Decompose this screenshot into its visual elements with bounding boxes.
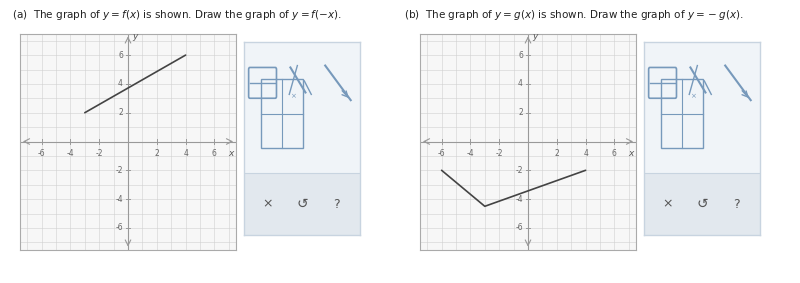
Text: 2: 2	[554, 149, 559, 158]
Text: ?: ?	[734, 198, 740, 211]
Text: ×: ×	[690, 93, 696, 99]
Text: -2: -2	[515, 166, 523, 175]
FancyBboxPatch shape	[644, 173, 760, 235]
Text: $\times$: $\times$	[662, 198, 673, 211]
Text: 2: 2	[118, 108, 123, 117]
Text: 6: 6	[118, 51, 123, 60]
Text: $\circlearrowleft$: $\circlearrowleft$	[694, 197, 710, 211]
Text: -6: -6	[38, 149, 46, 158]
Text: 4: 4	[518, 80, 523, 88]
Text: 2: 2	[518, 108, 523, 117]
Text: 6: 6	[612, 149, 617, 158]
Text: -6: -6	[515, 223, 523, 232]
Text: ?: ?	[334, 198, 340, 211]
Text: (b)  The graph of $y=g(x)$ is shown. Draw the graph of $y=-g(x)$.: (b) The graph of $y=g(x)$ is shown. Draw…	[404, 8, 744, 22]
Bar	[662, 79, 703, 148]
Text: -4: -4	[515, 195, 523, 203]
Text: -4: -4	[466, 149, 474, 158]
Text: 4: 4	[183, 149, 188, 158]
Text: 6: 6	[212, 149, 217, 158]
Text: 4: 4	[583, 149, 588, 158]
Text: $x$: $x$	[628, 149, 635, 158]
Text: -6: -6	[438, 149, 446, 158]
Text: -2: -2	[115, 166, 123, 175]
Text: -6: -6	[115, 223, 123, 232]
Text: ×: ×	[290, 93, 296, 99]
Text: $x$: $x$	[228, 149, 235, 158]
Text: -4: -4	[115, 195, 123, 203]
Text: $\times$: $\times$	[262, 198, 273, 211]
Text: $\circlearrowleft$: $\circlearrowleft$	[294, 197, 310, 211]
Text: (a)  The graph of $y=f(x)$ is shown. Draw the graph of $y=f(-x)$.: (a) The graph of $y=f(x)$ is shown. Draw…	[12, 8, 342, 22]
Text: 2: 2	[154, 149, 159, 158]
FancyBboxPatch shape	[244, 173, 360, 235]
Text: -4: -4	[66, 149, 74, 158]
Text: -2: -2	[95, 149, 103, 158]
Text: -2: -2	[495, 149, 503, 158]
Text: $y$: $y$	[532, 32, 539, 43]
Bar	[262, 79, 303, 148]
Text: 4: 4	[118, 80, 123, 88]
Text: $y$: $y$	[131, 32, 139, 43]
Text: 6: 6	[518, 51, 523, 60]
